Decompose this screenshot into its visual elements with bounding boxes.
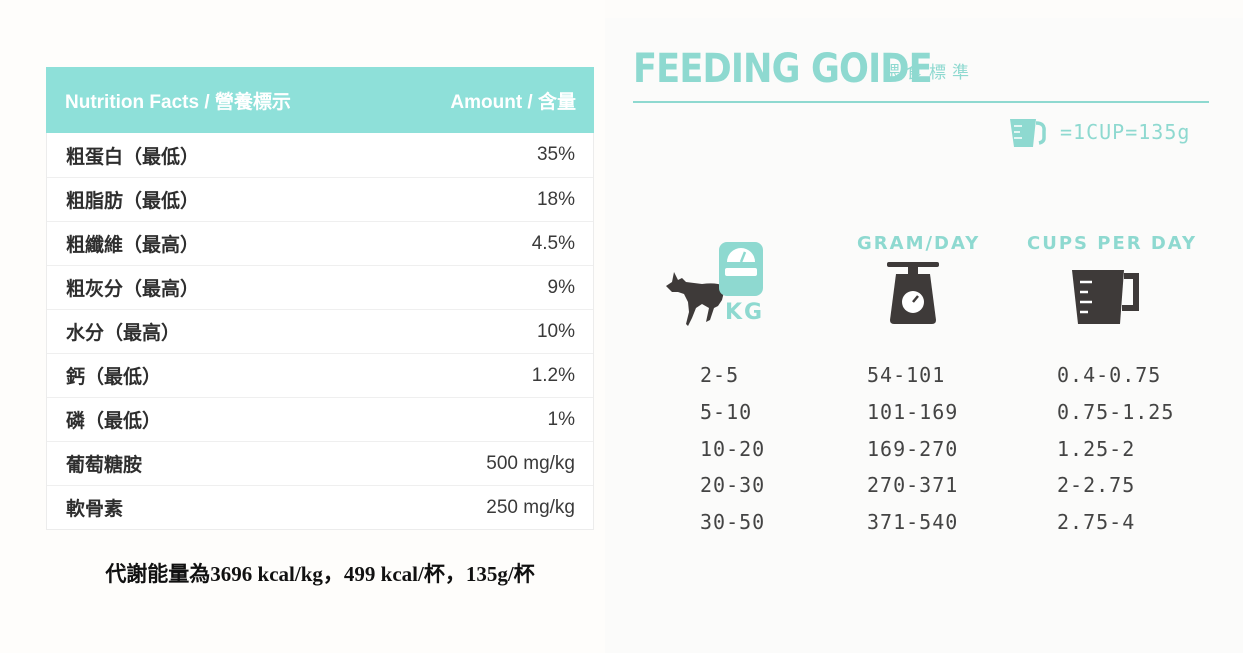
nutrient-name: 粗蛋白（最低） <box>66 146 200 168</box>
weight-scale-icon <box>719 242 763 296</box>
gram-range: 270-371 <box>867 473 959 498</box>
cups-column: 0.4-0.75 0.75-1.25 1.25-2 2-2.75 2.75-4 <box>1057 362 1174 546</box>
nutrient-name: 粗灰分（最高） <box>66 279 200 300</box>
gram-per-day-heading: GRAM/DAY <box>857 233 981 254</box>
cups-per-day-heading: CUPS PER DAY <box>1027 233 1198 254</box>
nutrition-row: 粗纖維（最高） 4.5% <box>47 221 593 265</box>
weight-range: 10-20 <box>700 436 766 461</box>
feeding-guide-subtitle: 餵食標準 <box>883 63 975 82</box>
nutrition-row: 鈣（最低） 1.2% <box>47 353 593 397</box>
nutrient-amount: 4.5% <box>531 232 575 254</box>
cup-range: 2.75-4 <box>1057 510 1136 535</box>
nutrient-amount: 9% <box>547 276 575 298</box>
measuring-cup-icon <box>1072 270 1139 324</box>
weight-range: 20-30 <box>700 473 766 498</box>
nutrition-row: 磷（最低） 1% <box>47 397 593 441</box>
nutrient-amount: 250 mg/kg <box>486 496 575 518</box>
kitchen-scale-icon <box>887 262 939 324</box>
nutrition-table-header: Nutrition Facts / 營養標示 Amount / 含量 <box>46 67 594 133</box>
nutrition-row: 水分（最高） 10% <box>47 309 593 353</box>
dog-icon <box>666 272 729 326</box>
header-nutrition-facts: Nutrition Facts / 營養標示 <box>65 91 291 113</box>
gram-range: 371-540 <box>867 510 959 535</box>
cup-small-icon <box>1010 119 1046 147</box>
nutrient-name: 粗脂肪（最低） <box>66 191 200 212</box>
nutrition-row: 葡萄糖胺 500 mg/kg <box>47 441 593 485</box>
nutrition-row: 粗蛋白（最低） 35% <box>47 133 593 177</box>
nutrient-name: 軟骨素 <box>66 499 124 520</box>
gram-range: 101-169 <box>867 399 959 424</box>
nutrient-amount: 500 mg/kg <box>486 452 575 474</box>
feeding-guide-title: FEEDING GOIDE <box>633 46 933 92</box>
gram-range: 54-101 <box>867 363 946 387</box>
gram-column: 54-101 101-169 169-270 270-371 371-540 <box>867 362 958 546</box>
cup-range: 0.75-1.25 <box>1057 399 1175 424</box>
nutrient-amount: 35% <box>536 144 575 165</box>
nutrient-name: 粗纖維（最高） <box>66 235 200 256</box>
nutrient-amount: 1% <box>547 408 575 430</box>
nutrient-amount: 1.2% <box>531 364 575 386</box>
weight-range: 2-5 <box>700 363 740 387</box>
cup-range: 0.4-0.75 <box>1057 363 1162 387</box>
nutrition-table-body: 粗蛋白（最低） 35% 粗脂肪（最低） 18% 粗纖維（最高） 4.5% 粗灰分（最高） 9%… <box>46 133 594 530</box>
header-amount: Amount / 含量 <box>450 91 576 113</box>
nutrient-name: 磷（最低） <box>66 411 162 432</box>
weight-range: 5-10 <box>700 399 753 424</box>
nutrition-row: 粗灰分（最高） 9% <box>47 265 593 309</box>
cup-range: 2-2.75 <box>1057 473 1136 498</box>
nutrient-name: 鈣（最低） <box>66 367 162 388</box>
title-divider <box>633 101 1209 103</box>
nutrient-amount: 18% <box>536 188 575 210</box>
gram-range: 169-270 <box>867 436 959 461</box>
feeding-panel <box>605 18 1243 653</box>
nutrient-name: 葡萄糖胺 <box>66 455 143 476</box>
cup-equivalence-note: =1CUP=135g <box>1060 120 1191 144</box>
energy-note: 代謝能量為3696 kcal/kg，499 kcal/杯，135g/杯 <box>105 562 535 586</box>
nutrient-amount: 10% <box>536 320 575 342</box>
weight-range: 30-50 <box>700 510 766 535</box>
cup-range: 1.25-2 <box>1057 436 1136 461</box>
nutrient-name: 水分（最高） <box>66 323 181 344</box>
nutrition-table: Nutrition Facts / 營養標示 Amount / 含量 粗蛋白（最… <box>46 67 594 530</box>
nutrition-row: 粗脂肪（最低） 18% <box>47 177 593 221</box>
weight-column: 2-5 5-10 10-20 20-30 30-50 <box>700 362 765 546</box>
weight-unit-label: KG <box>725 300 765 325</box>
nutrition-row: 軟骨素 250 mg/kg <box>47 485 593 529</box>
